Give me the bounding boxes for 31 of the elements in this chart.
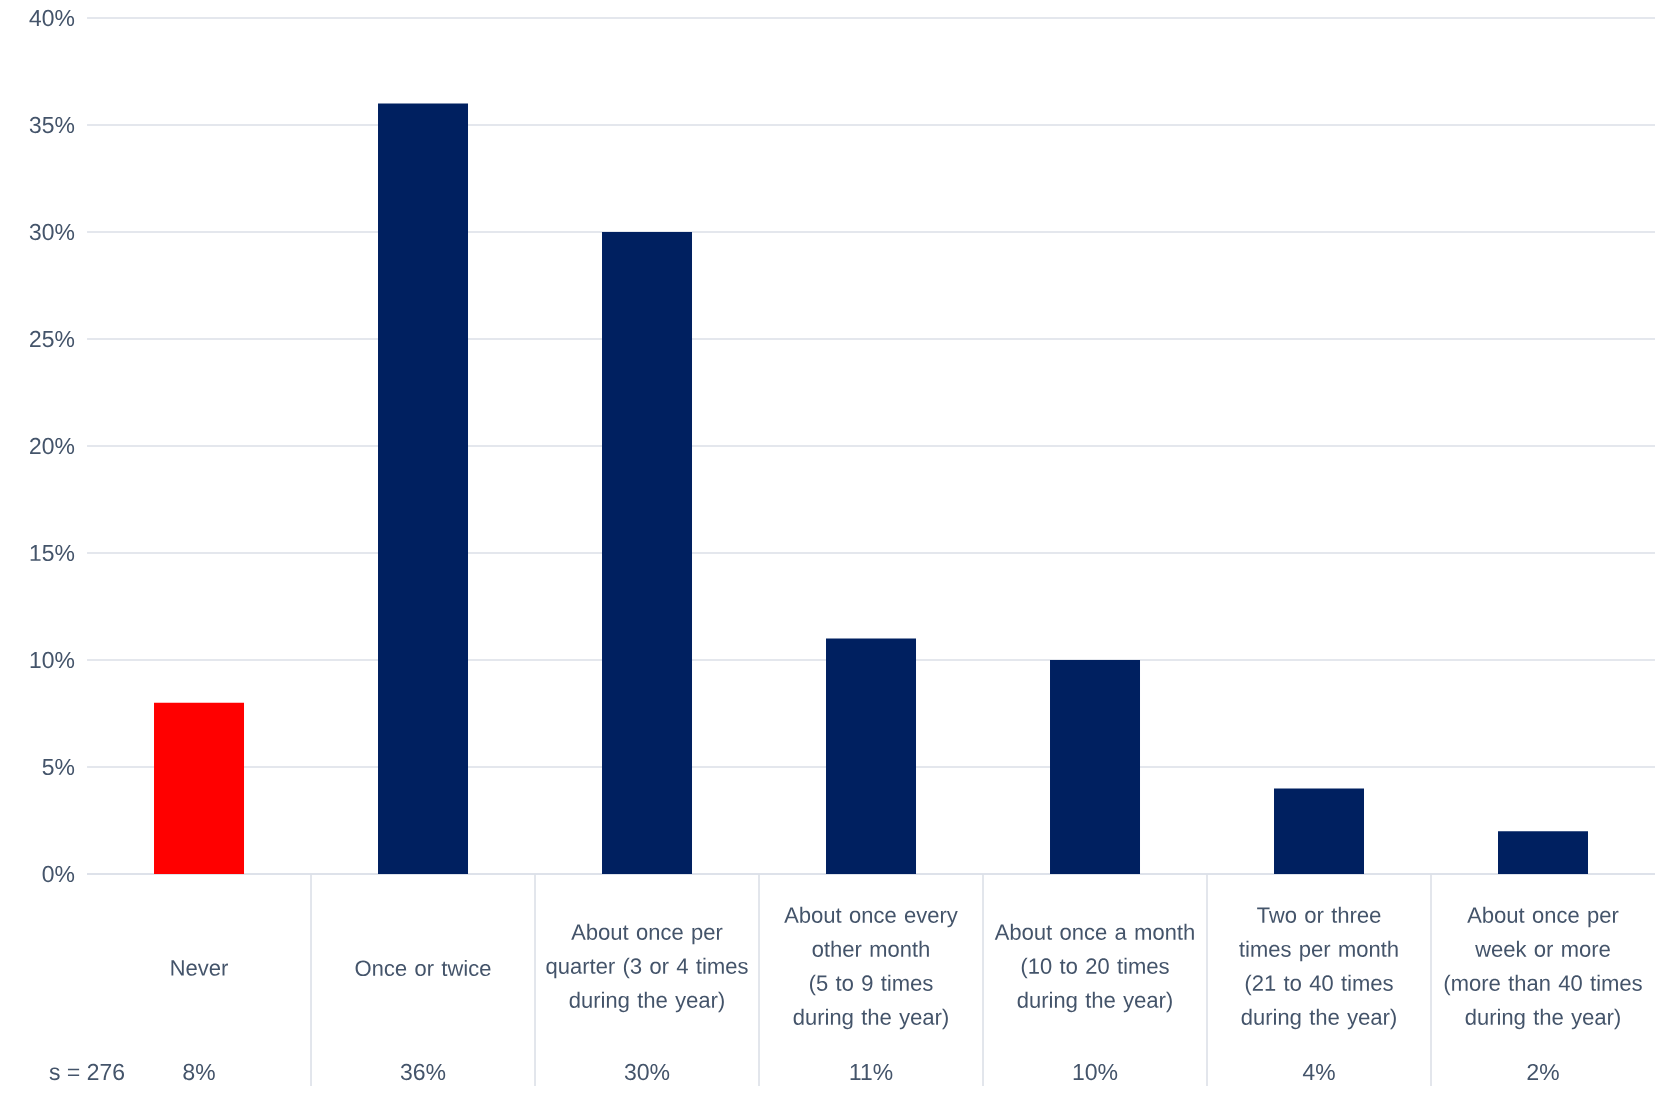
y-tick-label: 5% xyxy=(42,758,75,776)
y-tick-label: 10% xyxy=(30,651,75,669)
data-label: 36% xyxy=(400,1063,446,1081)
y-tick-label: 40% xyxy=(29,9,75,27)
bar xyxy=(602,231,693,874)
y-tick-label: 25% xyxy=(30,330,75,348)
x-tick-label: About once every other month (5 to 9 times during the year) xyxy=(784,906,958,1030)
x-tick-label: Never xyxy=(171,960,228,976)
y-tick-label: 30% xyxy=(29,223,75,241)
y-tick-label: 20% xyxy=(30,437,75,455)
data-label: 8% xyxy=(183,1063,215,1081)
data-label: 11% xyxy=(850,1063,893,1081)
data-label: 10% xyxy=(1073,1063,1118,1081)
text: s = 276 xyxy=(49,1063,124,1081)
x-tick-label: About once per quarter (3 or 4 times during the year) xyxy=(546,923,748,1013)
bar xyxy=(1498,831,1589,874)
x-tick-label: About once per week or more (more than 40 times during the year) xyxy=(1444,906,1642,1030)
y-tick-label: 0% xyxy=(42,865,75,883)
bar xyxy=(1050,659,1141,874)
bar xyxy=(826,638,917,874)
y-tick-label: 15% xyxy=(30,544,75,562)
data-label: 2% xyxy=(1527,1063,1559,1081)
x-tick-label: About once a month (10 to 20 times during the year) xyxy=(994,923,1194,1013)
x-tick-label: Two or three times per month (21 to 40 times during the year) xyxy=(1239,906,1398,1030)
data-label: 4% xyxy=(1302,1063,1335,1081)
bar xyxy=(1274,788,1365,874)
bar xyxy=(378,103,469,874)
bar xyxy=(154,702,245,874)
data-label: 30% xyxy=(624,1063,670,1081)
y-tick-label: 35% xyxy=(29,116,75,134)
x-tick-label: Once or twice xyxy=(355,959,491,977)
